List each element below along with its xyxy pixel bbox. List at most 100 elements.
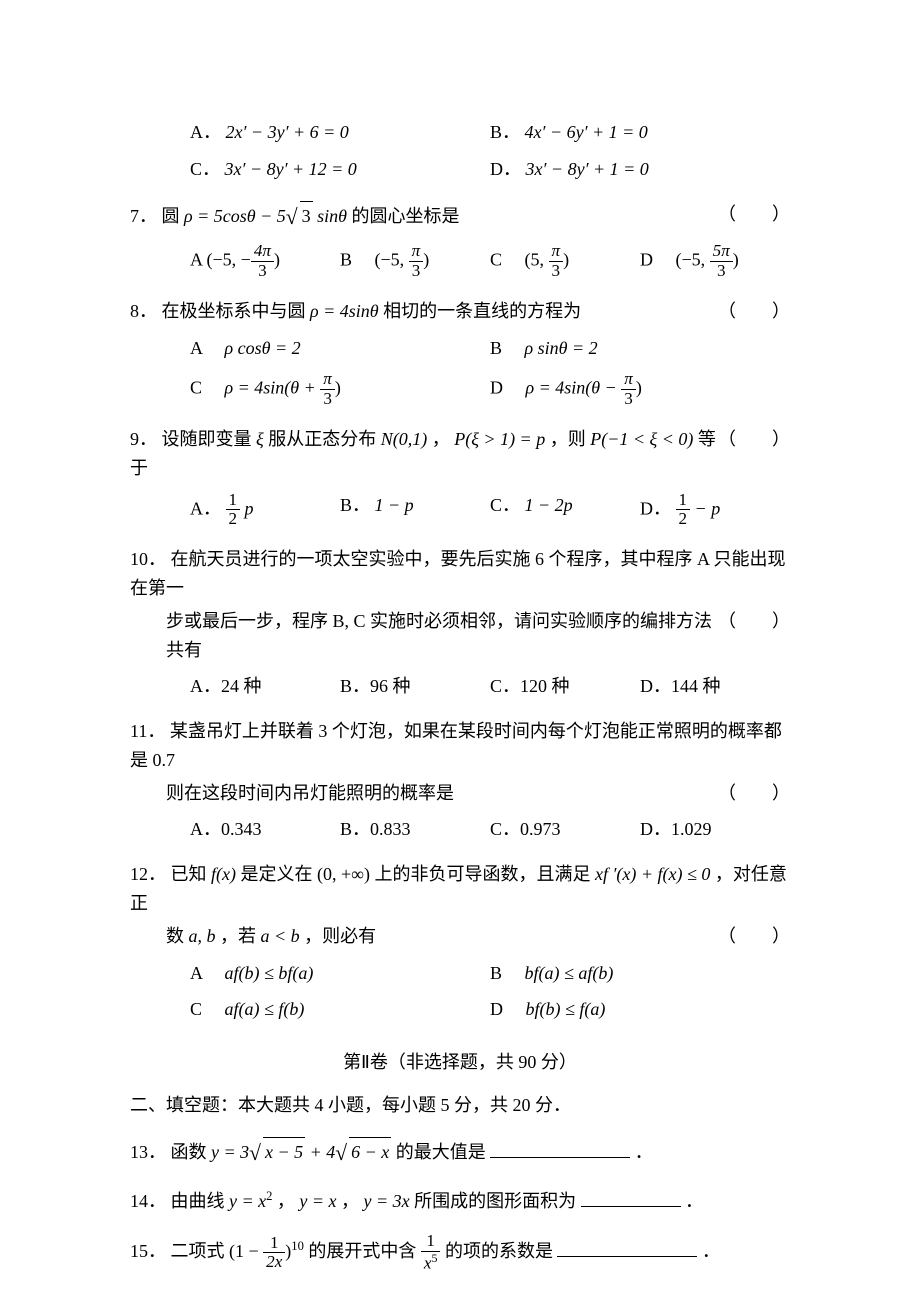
q9-pre: 设随即变量 xyxy=(162,429,257,449)
q14-mid1: ， xyxy=(277,1191,295,1211)
q8-text: 8． 在极坐标系中与圆 ρ = 4sinθ 相切的一条直线的方程为 xyxy=(130,297,718,326)
q8-opt-a: A ρ cosθ = 2 xyxy=(190,334,490,363)
q10-opt-c: C．120 种 xyxy=(490,672,640,701)
q15-open: (1 − xyxy=(229,1241,263,1261)
q7-opt-a: A (−5, −4π3) xyxy=(190,242,340,281)
den-sup: 5 xyxy=(431,1251,437,1265)
opt-label: C． xyxy=(190,159,220,179)
q11-line2-wrap: 则在这段时间内吊灯能照明的概率是 （ ） xyxy=(130,779,790,808)
close: ) xyxy=(733,250,739,270)
q14-sup: 2 xyxy=(266,1189,272,1203)
sqrt-3: 3 xyxy=(300,201,313,231)
q10-options: A．24 种 B．96 种 C．120 种 D．144 种 xyxy=(190,672,790,701)
frac-num: π xyxy=(409,242,424,262)
q7: 7． 圆 ρ = 5cosθ − 5√3 sinθ 的圆心坐标是 （ ） xyxy=(130,200,790,235)
q12-paren: （ ） xyxy=(718,922,790,951)
q13-r1: x − 5 xyxy=(263,1137,305,1167)
close: ) xyxy=(335,378,341,398)
q9-mid3: ，则 xyxy=(550,429,591,449)
opt-label: C xyxy=(190,999,220,1019)
q15-textmid: 的展开式中含 xyxy=(308,1241,421,1261)
close: ) xyxy=(636,378,642,398)
opt-eq: 1 − 2p xyxy=(525,495,573,515)
opt-eq: 2x′ − 3y′ + 6 = 0 xyxy=(226,122,349,142)
frac-den: 3 xyxy=(409,262,424,281)
q12: 12． 已知 f(x) 是定义在 (0, +∞) 上的非负可导函数，且满足 xf… xyxy=(130,860,790,918)
opt-label: A． xyxy=(190,122,221,142)
q12-options-row2: C af(a) ≤ f(b) D bf(b) ≤ f(a) xyxy=(190,995,790,1024)
q6-opt-a: A． 2x′ − 3y′ + 6 = 0 xyxy=(190,118,490,147)
q9-P1: P(ξ > 1) = p xyxy=(454,429,545,449)
radical-icon: √ xyxy=(249,1141,261,1165)
q11-options: A．0.343 B．0.833 C．0.973 D．1.029 xyxy=(190,815,790,844)
opt-label: D xyxy=(640,250,671,270)
q9-mid2: ， xyxy=(432,429,450,449)
section2-title: 第Ⅱ卷（非选择题，共 90 分） xyxy=(130,1048,790,1077)
q12-ab: a, b xyxy=(189,926,216,946)
opt-eq: (−5, xyxy=(676,250,710,270)
frac-num: 4π xyxy=(251,242,274,262)
q11-opt-a: A．0.343 xyxy=(190,815,340,844)
opt-label: B． xyxy=(490,122,520,142)
q10-opt-a: A．24 种 xyxy=(190,672,340,701)
close: ) xyxy=(563,250,569,270)
opt-label: A xyxy=(190,338,220,358)
q12-line2-wrap: 数 a, b ，若 a < b ，则必有 （ ） xyxy=(130,922,790,951)
q10-opt-b: B．96 种 xyxy=(340,672,490,701)
q13: 13． 函数 y = 3√x − 5 + 4√6 − x 的最大值是 ． xyxy=(130,1136,790,1171)
frac-den: 3 xyxy=(621,390,636,409)
opt-label: B xyxy=(490,963,520,983)
q12-interval: (0, +∞) xyxy=(317,864,370,884)
q8-opt-c: C ρ = 4sin(θ + π3) xyxy=(190,370,490,409)
close: ) xyxy=(423,250,429,270)
q14-blank xyxy=(581,1189,681,1207)
q10: 10． 在航天员进行的一项太空实验中，要先后实施 6 个程序，其中程序 A 只能… xyxy=(130,545,790,603)
q11-opt-c: C．0.973 xyxy=(490,815,640,844)
q14-mid2: ， xyxy=(341,1191,359,1211)
q14: 14． 由曲线 y = x2 ， y = x ， y = 3x 所围成的图形面积… xyxy=(130,1186,790,1216)
q12-fx: f(x) xyxy=(211,864,236,884)
q7-opt-b: B (−5, π3) xyxy=(340,242,490,281)
q14-post: 所围成的图形面积为 xyxy=(414,1191,576,1211)
frac-den: 2 xyxy=(226,510,241,529)
opt-eq: ρ cosθ = 2 xyxy=(225,338,301,358)
q7-eq: ρ = 5cosθ − 5 xyxy=(184,206,286,226)
q12-options-row1: A af(b) ≤ bf(a) B bf(a) ≤ af(b) xyxy=(190,959,790,988)
close: ) xyxy=(274,250,280,270)
q6-options-row2: C． 3x′ − 8y′ + 12 = 0 D． 3x′ − 8y′ + 1 =… xyxy=(190,155,790,184)
frac-num: 1 xyxy=(676,491,691,511)
opt-eq: af(b) ≤ bf(a) xyxy=(225,963,314,983)
opt-eq: (5, xyxy=(525,250,549,270)
q12-mid2: 上的非负可导函数，且满足 xyxy=(374,864,595,884)
q13-num: 13． xyxy=(130,1142,166,1162)
q8-post: 相切的一条直线的方程为 xyxy=(383,301,581,321)
q14-e2: y = x xyxy=(299,1191,336,1211)
q15-period: ． xyxy=(702,1241,720,1261)
q12-opt-a: A af(b) ≤ bf(a) xyxy=(190,959,490,988)
q9: 9． 设随即变量 ξ 服从正态分布 N(0,1) ， P(ξ > 1) = p … xyxy=(130,425,790,483)
q12-opt-c: C af(a) ≤ f(b) xyxy=(190,995,490,1024)
frac-num: 5π xyxy=(710,242,733,262)
q14-num: 14． xyxy=(130,1191,166,1211)
frac-den: 3 xyxy=(549,262,564,281)
q12-opt-d: D bf(b) ≤ f(a) xyxy=(490,995,790,1024)
q7-text: 7． 圆 ρ = 5cosθ − 5√3 sinθ 的圆心坐标是 xyxy=(130,200,718,235)
opt-label: D xyxy=(490,999,521,1019)
q15-post: 的项的系数是 xyxy=(445,1241,553,1261)
q8-options-row2: C ρ = 4sin(θ + π3) D ρ = 4sin(θ − π3) xyxy=(190,370,790,409)
q12-l2-mid: ，若 xyxy=(220,926,261,946)
q12-cond: a < b xyxy=(261,926,300,946)
frac-den: 3 xyxy=(320,390,335,409)
q7-post: 的圆心坐标是 xyxy=(352,206,460,226)
opt-label: C． xyxy=(490,495,520,515)
q15-sup10: 10 xyxy=(291,1239,304,1253)
frac-num: π xyxy=(320,370,335,390)
q9-opt-d: D． 12 − p xyxy=(640,491,790,530)
opt-label: A xyxy=(190,963,220,983)
q7-paren: （ ） xyxy=(718,200,790,229)
opt-label: D． xyxy=(640,498,671,518)
q10-opt-d: D．144 种 xyxy=(640,672,790,701)
opt-eq: (−5, − xyxy=(207,250,251,270)
q9-mid1: 服从正态分布 xyxy=(268,429,381,449)
q8-opt-b: B ρ sinθ = 2 xyxy=(490,334,790,363)
